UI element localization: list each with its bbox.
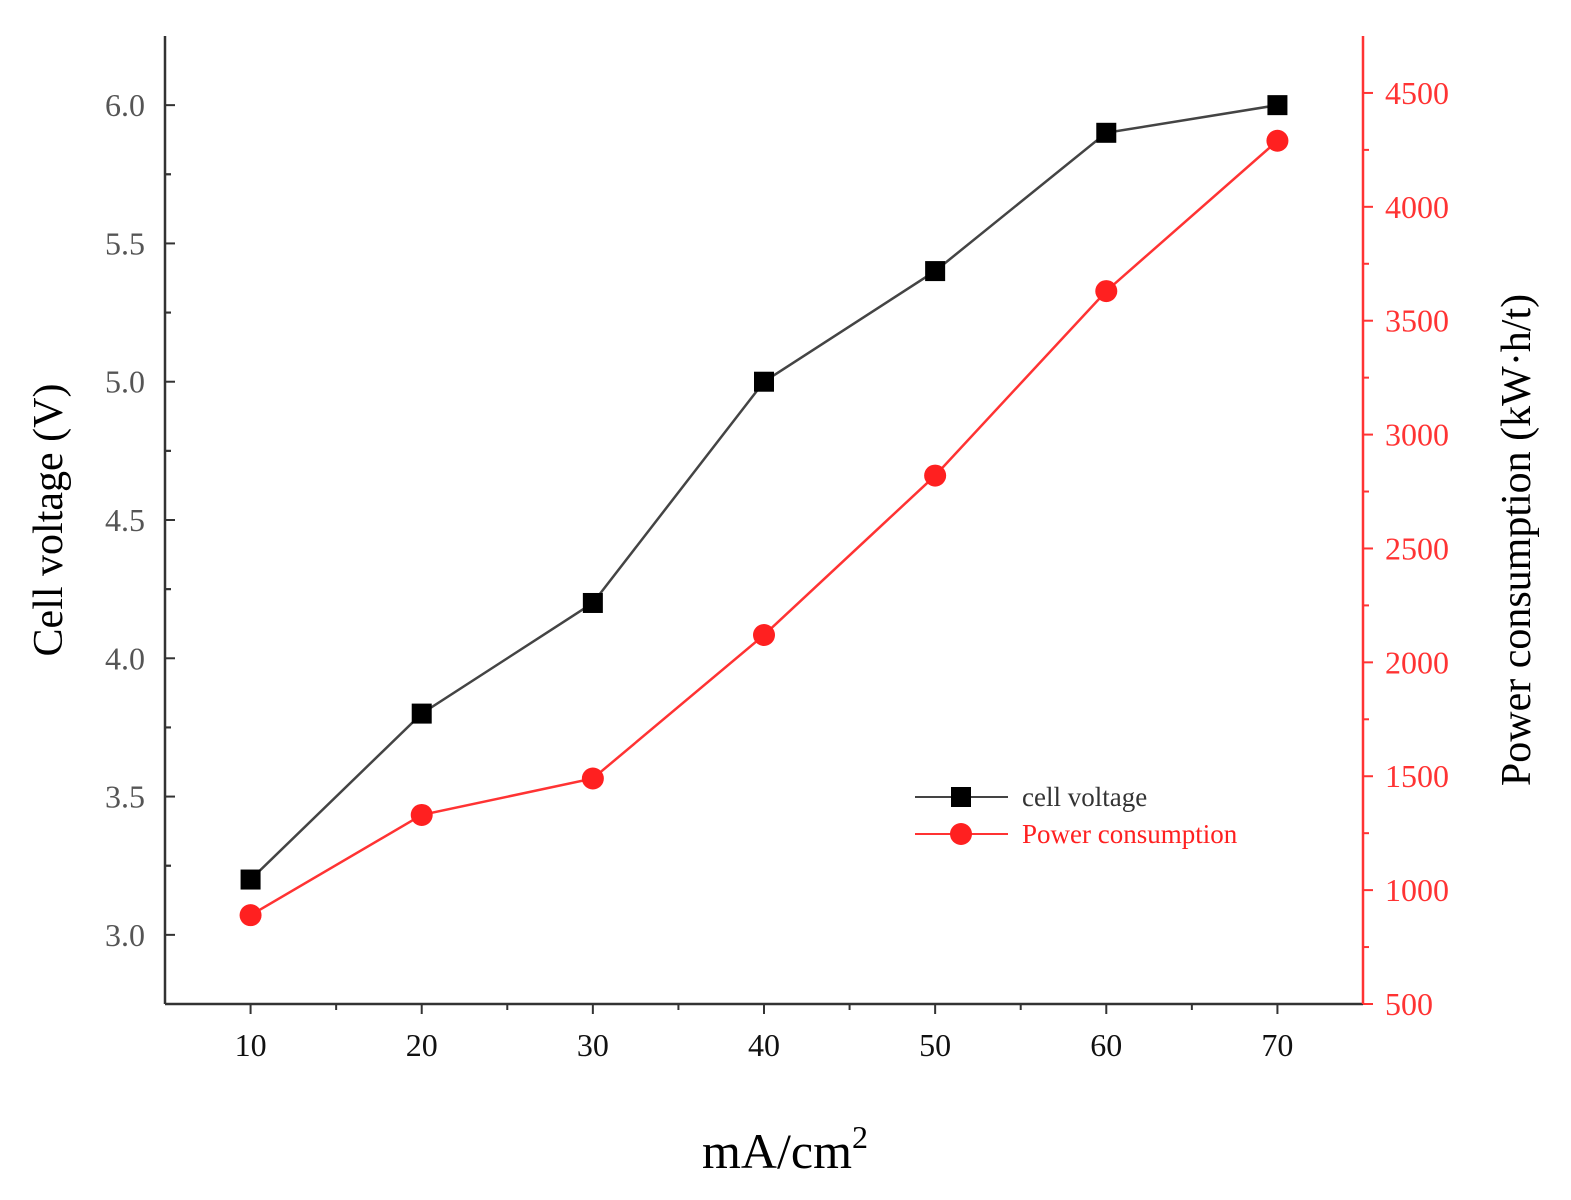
x-tick-label: 30	[577, 1027, 609, 1063]
y-right-tick-label: 3000	[1385, 417, 1449, 453]
y-left-axis-title: Cell voltage (V)	[26, 384, 72, 657]
data-point-power-consumption	[239, 904, 262, 927]
y-left-tick-label: 3.0	[105, 917, 145, 953]
y-right-axis-title: Power consumption (kW·h/t)	[1494, 294, 1540, 786]
y-right-tick-label: 1500	[1385, 758, 1449, 794]
y-left-tick-label: 4.0	[105, 640, 145, 676]
data-point-cell-voltage	[1096, 122, 1117, 143]
data-point-power-consumption	[753, 624, 775, 647]
data-point-power-consumption	[410, 803, 433, 826]
legend-label-power-consumption: Power consumption	[1022, 819, 1238, 849]
data-point-power-consumption	[1266, 129, 1289, 152]
x-axis-title-base: mA/cm	[702, 1123, 852, 1179]
legend-label-cell-voltage: cell voltage	[1022, 782, 1147, 812]
series-layer	[239, 95, 1289, 927]
x-axis-title: mA/cm2	[702, 1119, 868, 1179]
y-right-tick-label: 2000	[1385, 644, 1449, 680]
y-left-tick-label: 5.5	[105, 225, 145, 261]
x-tick-label: 40	[748, 1027, 780, 1063]
x-tick-label: 10	[235, 1027, 267, 1063]
y-left-axis-ticks: 3.0 3.5 4.0 4.5 5.0 5.5 6.0	[105, 87, 175, 953]
data-point-power-consumption	[1095, 280, 1118, 303]
y-left-tick-label: 4.5	[105, 502, 145, 538]
legend: cell voltage Power consumption	[915, 782, 1238, 849]
data-point-cell-voltage	[754, 371, 774, 392]
data-point-power-consumption	[581, 767, 604, 790]
x-tick-label: 50	[919, 1027, 951, 1063]
legend-marker-cell-voltage	[951, 787, 971, 807]
y-right-axis-ticks: 500 1000 1500 2000 2500 3000 3500 4000 4500	[1363, 75, 1449, 1022]
x-tick-label: 60	[1090, 1027, 1122, 1063]
data-point-cell-voltage	[1267, 95, 1288, 116]
x-axis-ticks: 10 20 30 40 50 60 70	[235, 1004, 1293, 1063]
y-right-tick-label: 2500	[1385, 530, 1449, 566]
y-right-tick-label: 4000	[1385, 189, 1449, 225]
data-point-cell-voltage	[411, 703, 432, 724]
data-point-cell-voltage	[925, 261, 946, 282]
data-point-cell-voltage	[240, 869, 261, 890]
x-tick-label: 70	[1261, 1027, 1293, 1063]
y-right-tick-label: 1000	[1385, 872, 1449, 908]
y-left-tick-label: 6.0	[105, 87, 145, 123]
x-axis-title-superscript: 2	[852, 1119, 868, 1155]
series-line-cell-voltage	[249, 103, 1278, 881]
y-right-tick-label: 500	[1385, 986, 1433, 1022]
data-point-power-consumption	[924, 464, 947, 487]
y-right-tick-label: 4500	[1385, 75, 1449, 111]
y-left-tick-label: 5.0	[105, 364, 145, 400]
legend-marker-power-consumption	[950, 823, 972, 845]
x-tick-label: 20	[406, 1027, 438, 1063]
y-left-tick-label: 3.5	[105, 779, 145, 815]
y-right-tick-label: 3500	[1385, 303, 1449, 339]
data-point-cell-voltage	[582, 592, 603, 613]
